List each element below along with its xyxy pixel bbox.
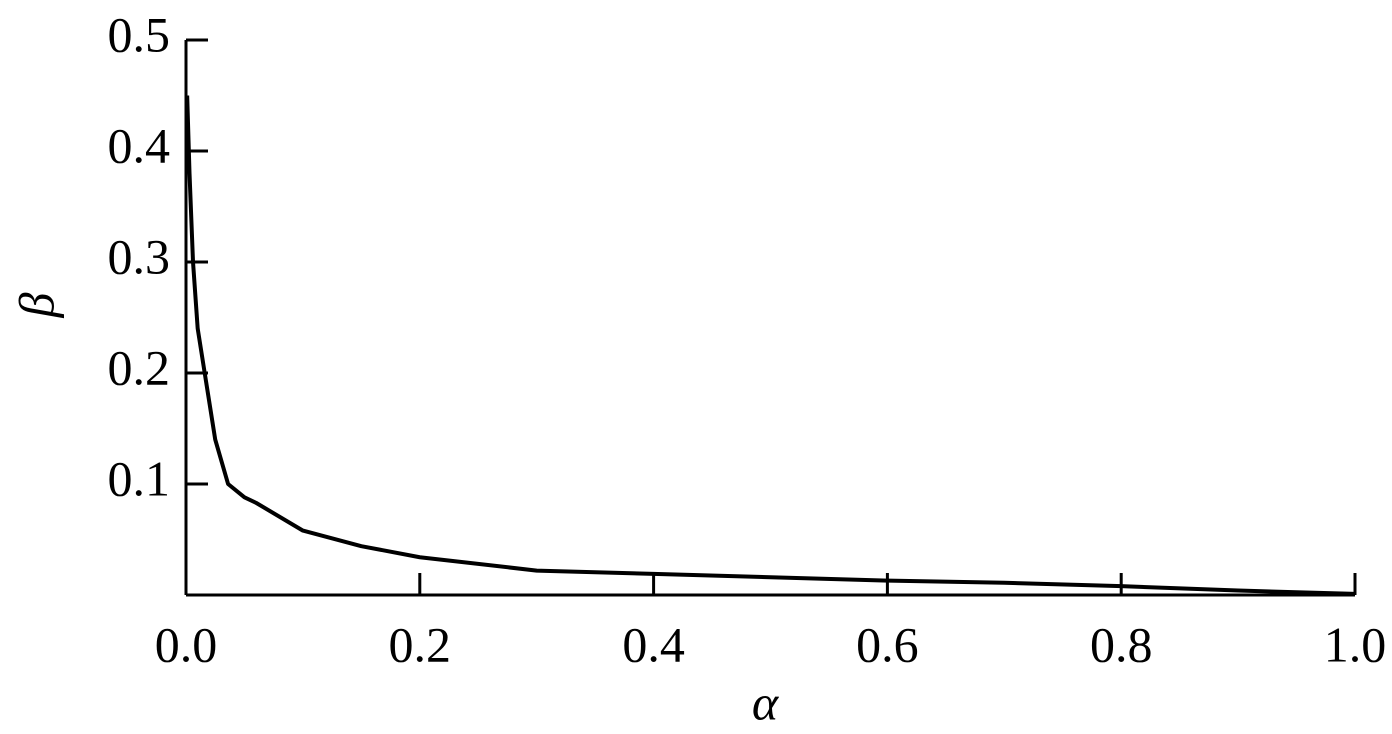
y-tick-label: 0.2	[108, 339, 171, 395]
y-tick-label: 0.3	[108, 228, 171, 284]
y-axis-label: β	[8, 292, 64, 318]
y-tick-label: 0.1	[108, 450, 171, 506]
x-axis-label: α	[752, 674, 780, 730]
x-tick-label: 0.0	[155, 616, 218, 672]
x-tick-label: 0.6	[856, 616, 919, 672]
x-tick-label: 0.4	[622, 616, 685, 672]
y-tick-label: 0.5	[108, 6, 171, 62]
line-series	[185, 95, 1356, 596]
x-tick-label: 0.8	[1090, 616, 1153, 672]
x-tick-label: 1.0	[1324, 616, 1387, 672]
y-tick-label: 0.4	[108, 117, 171, 173]
x-tick-label: 0.2	[389, 616, 452, 672]
